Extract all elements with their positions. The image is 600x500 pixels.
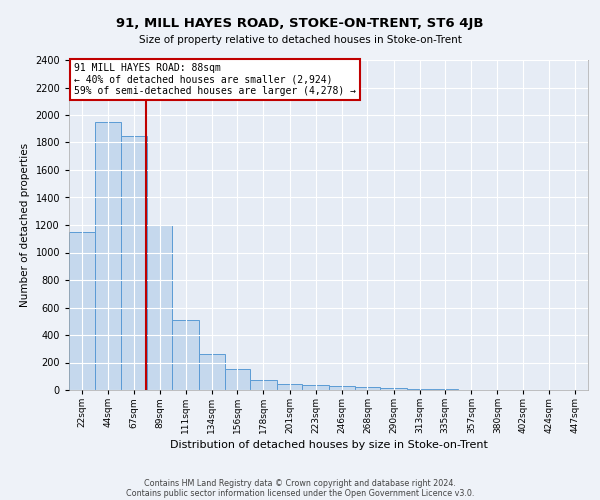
Bar xyxy=(329,386,355,390)
Text: Size of property relative to detached houses in Stoke-on-Trent: Size of property relative to detached ho… xyxy=(139,35,461,45)
Y-axis label: Number of detached properties: Number of detached properties xyxy=(20,143,29,307)
Bar xyxy=(380,388,407,390)
X-axis label: Distribution of detached houses by size in Stoke-on-Trent: Distribution of detached houses by size … xyxy=(170,440,487,450)
Bar xyxy=(224,370,250,390)
Bar xyxy=(121,136,147,390)
Bar xyxy=(147,225,172,390)
Text: Contains public sector information licensed under the Open Government Licence v3: Contains public sector information licen… xyxy=(126,488,474,498)
Text: 91, MILL HAYES ROAD, STOKE-ON-TRENT, ST6 4JB: 91, MILL HAYES ROAD, STOKE-ON-TRENT, ST6… xyxy=(116,18,484,30)
Bar xyxy=(199,354,224,390)
Bar xyxy=(277,384,302,390)
Bar xyxy=(95,122,121,390)
Bar xyxy=(250,380,277,390)
Bar xyxy=(69,232,95,390)
Bar xyxy=(172,320,199,390)
Bar xyxy=(355,387,380,390)
Text: 91 MILL HAYES ROAD: 88sqm
← 40% of detached houses are smaller (2,924)
59% of se: 91 MILL HAYES ROAD: 88sqm ← 40% of detac… xyxy=(74,64,356,96)
Text: Contains HM Land Registry data © Crown copyright and database right 2024.: Contains HM Land Registry data © Crown c… xyxy=(144,478,456,488)
Bar xyxy=(407,388,433,390)
Bar xyxy=(302,384,329,390)
